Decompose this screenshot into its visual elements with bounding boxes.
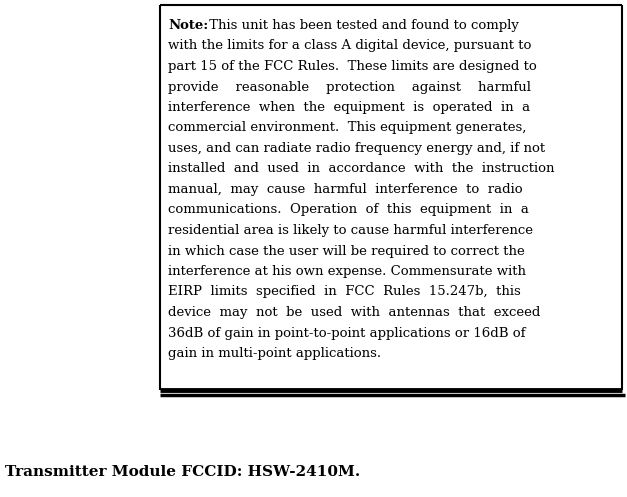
Text: interference at his own expense. Commensurate with: interference at his own expense. Commens… (168, 265, 526, 278)
Text: with the limits for a class A digital device, pursuant to: with the limits for a class A digital de… (168, 39, 531, 53)
Text: EIRP  limits  specified  in  FCC  Rules  15.247b,  this: EIRP limits specified in FCC Rules 15.24… (168, 285, 521, 299)
Text: interference  when  the  equipment  is  operated  in  a: interference when the equipment is opera… (168, 101, 530, 114)
Text: gain in multi-point applications.: gain in multi-point applications. (168, 347, 381, 360)
Text: This unit has been tested and found to comply: This unit has been tested and found to c… (205, 19, 519, 32)
Text: communications.  Operation  of  this  equipment  in  a: communications. Operation of this equipm… (168, 203, 529, 217)
Text: Transmitter Module FCCID: HSW-2410M.: Transmitter Module FCCID: HSW-2410M. (5, 465, 361, 479)
Text: Note:: Note: (168, 19, 208, 32)
Text: uses, and can radiate radio frequency energy and, if not: uses, and can radiate radio frequency en… (168, 142, 545, 155)
Text: manual,  may  cause  harmful  interference  to  radio: manual, may cause harmful interference t… (168, 183, 523, 196)
Text: 36dB of gain in point-to-point applications or 16dB of: 36dB of gain in point-to-point applicati… (168, 327, 525, 339)
Text: part 15 of the FCC Rules.  These limits are designed to: part 15 of the FCC Rules. These limits a… (168, 60, 537, 73)
Text: residential area is likely to cause harmful interference: residential area is likely to cause harm… (168, 224, 533, 237)
Text: installed  and  used  in  accordance  with  the  instruction: installed and used in accordance with th… (168, 163, 554, 175)
Text: provide    reasonable    protection    against    harmful: provide reasonable protection against ha… (168, 81, 531, 93)
Text: device  may  not  be  used  with  antennas  that  exceed: device may not be used with antennas tha… (168, 306, 540, 319)
Text: commercial environment.  This equipment generates,: commercial environment. This equipment g… (168, 121, 527, 135)
Text: in which case the user will be required to correct the: in which case the user will be required … (168, 245, 525, 257)
